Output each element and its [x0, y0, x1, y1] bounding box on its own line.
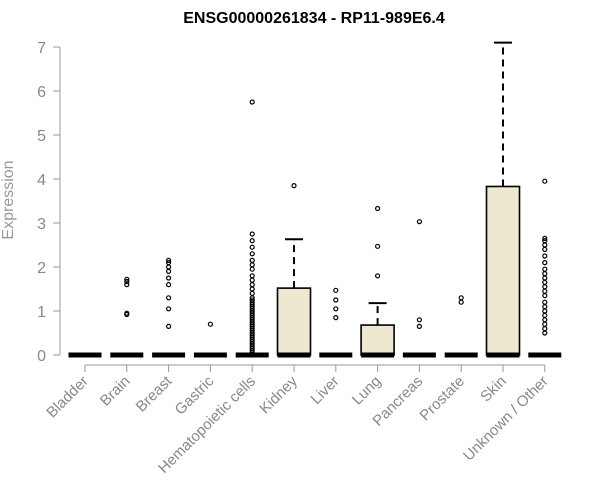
x-tick-label: Kidney [256, 372, 301, 417]
y-tick-label: 3 [37, 216, 46, 233]
y-tick-label: 0 [37, 348, 46, 365]
outlier-point [542, 266, 548, 272]
outlier-point [542, 238, 548, 244]
box-breast [152, 257, 186, 358]
box-prostate [444, 295, 478, 358]
outlier-point [542, 317, 548, 323]
outlier-point [249, 238, 255, 244]
outlier-point [166, 295, 172, 301]
outlier-point [416, 317, 422, 323]
outlier-point [375, 273, 381, 279]
outlier-point [458, 295, 464, 301]
outlier-point [542, 326, 548, 332]
x-tick-label: Brain [97, 373, 134, 410]
outlier-point [249, 290, 255, 296]
outlier-point [249, 257, 255, 263]
outlier-point [249, 297, 255, 303]
outlier-point [375, 205, 381, 212]
y-axis-label: Expression [0, 160, 17, 239]
box-brain [110, 276, 144, 358]
outlier-point [333, 287, 339, 293]
outlier-point [542, 275, 548, 281]
box-lung [360, 205, 395, 358]
box-gastric [193, 321, 227, 358]
outlier-point [249, 99, 255, 105]
outlier-point [207, 321, 213, 327]
outlier-point [333, 306, 339, 312]
outlier-point [375, 243, 381, 249]
y-tick-label: 5 [37, 128, 46, 145]
outlier-point [542, 242, 548, 248]
outlier-point [333, 297, 339, 303]
outlier-point [166, 323, 172, 329]
outlier-point [249, 286, 255, 292]
x-tick-label: Skin [477, 373, 510, 406]
outlier-point [291, 183, 297, 189]
outlier-point [542, 288, 548, 294]
chart-title: ENSG00000261834 - RP11-989E6.4 [183, 10, 445, 27]
outlier-point [542, 330, 548, 336]
outlier-point [458, 299, 464, 305]
box-skin [485, 41, 521, 358]
box-pancreas [402, 219, 436, 358]
y-tick-label: 6 [37, 84, 46, 101]
outlier-point [542, 253, 548, 259]
outlier-point [124, 310, 130, 316]
outlier-point [166, 260, 172, 266]
outlier-point [542, 246, 548, 252]
y-tick-label: 7 [37, 40, 46, 57]
outlier-point [542, 308, 548, 314]
outlier-point [249, 273, 255, 279]
outlier-point [249, 262, 255, 268]
outlier-point [542, 178, 548, 184]
outlier-point [542, 321, 548, 327]
outlier-point [166, 282, 172, 288]
outlier-point [249, 282, 255, 288]
outlier-point [542, 279, 548, 285]
y-tick-label: 1 [37, 304, 46, 321]
box-unknown-other [528, 178, 562, 358]
outlier-point [416, 219, 422, 225]
outlier-point [249, 231, 255, 237]
outlier-point [249, 244, 255, 250]
outlier-point [542, 235, 548, 241]
outlier-point [333, 315, 339, 321]
outlier-point [124, 282, 130, 288]
outlier-point [166, 306, 172, 312]
box-rect [485, 185, 521, 356]
box-kidney [276, 183, 312, 358]
x-tick-label: Prostate [416, 373, 468, 425]
outlier-point [542, 260, 548, 266]
box-liver [319, 287, 353, 358]
y-tick-label: 4 [37, 172, 46, 189]
outlier-point [249, 266, 255, 272]
outlier-point [166, 275, 172, 281]
y-tick-label: 2 [37, 260, 46, 277]
outlier-point [166, 257, 172, 263]
outlier-point [542, 299, 548, 305]
outlier-point [249, 277, 255, 283]
outlier-point [249, 251, 255, 257]
y-axis: 0 1 2 3 4 5 6 7 [37, 40, 61, 365]
outlier-point [542, 304, 548, 310]
outlier-point [166, 268, 172, 274]
x-tick-label: Liver [308, 373, 343, 408]
outlier-point [542, 284, 548, 290]
boxes-layer [68, 41, 562, 358]
outlier-point [166, 264, 172, 270]
x-tick-label: Lung [349, 373, 385, 409]
outlier-point [416, 323, 422, 329]
x-tick-label: Bladder [43, 373, 92, 422]
box-rect [276, 287, 312, 356]
box-rect [360, 324, 395, 356]
outlier-point [542, 293, 548, 299]
x-tick-label: Breast [133, 372, 176, 415]
outlier-point [124, 276, 130, 282]
outlier-point [124, 278, 130, 285]
outlier-point [542, 312, 548, 318]
outlier-point [542, 271, 548, 277]
box-hematopoietic-cells [235, 99, 269, 358]
